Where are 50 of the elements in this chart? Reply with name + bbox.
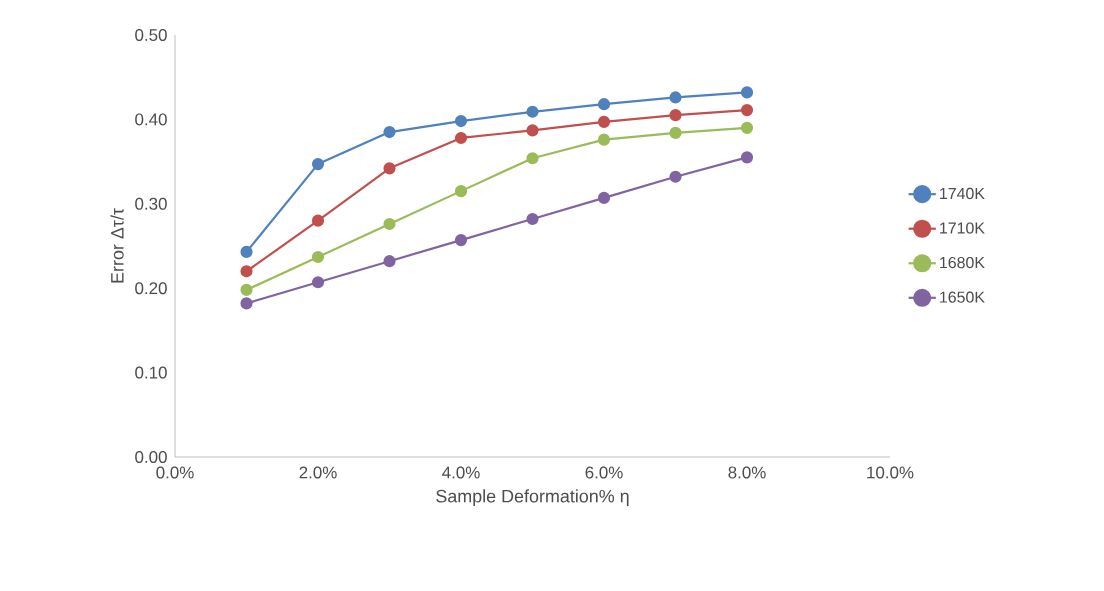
y-tick-label: 0.00 [135,450,167,463]
y-axis-title: Error Δτ/τ [110,208,124,283]
point [740,86,754,99]
point [669,91,682,104]
point [740,121,754,134]
point [240,245,253,258]
point [454,234,468,247]
point [383,217,396,231]
point [240,283,253,296]
legend-label: 1740K [940,187,985,200]
point [383,162,396,175]
point [311,158,325,171]
y-tick-label: 0.10 [135,366,167,379]
legend-label: 1710K [940,222,985,234]
point [740,104,754,117]
point [740,151,754,164]
legend-label: 1650K [940,291,985,303]
point [597,191,611,204]
x-tick-label: 2.0% [299,466,337,479]
x-tick-label: 10.0% [867,466,914,479]
y-tick-label: 0.30 [135,197,167,210]
point [669,126,682,139]
point [669,170,682,183]
y-tick-label: 0.40 [135,113,167,126]
point [383,255,396,268]
point [454,115,468,128]
point [669,109,682,122]
y-tick-label: 0.20 [135,282,167,295]
point [240,297,253,310]
y-tick-label: 0.50 [135,28,167,41]
x-tick-label: 4.0% [442,466,480,479]
x-tick-label: 6.0% [585,466,623,479]
point [454,131,468,145]
x-tick-label: 0.0% [156,466,194,479]
x-axis-title: Sample Deformation% η [436,489,629,507]
point [454,185,468,198]
point [311,250,325,264]
point [383,125,396,139]
point [597,98,611,111]
point [311,276,325,289]
point [526,124,539,137]
point [240,265,253,278]
point [311,214,325,227]
x-tick-label: 8.0% [728,466,766,479]
point [526,152,539,165]
legend-label: 1680K [940,256,985,269]
point [597,115,611,128]
point [597,133,611,146]
point [526,212,539,226]
point [526,105,539,118]
